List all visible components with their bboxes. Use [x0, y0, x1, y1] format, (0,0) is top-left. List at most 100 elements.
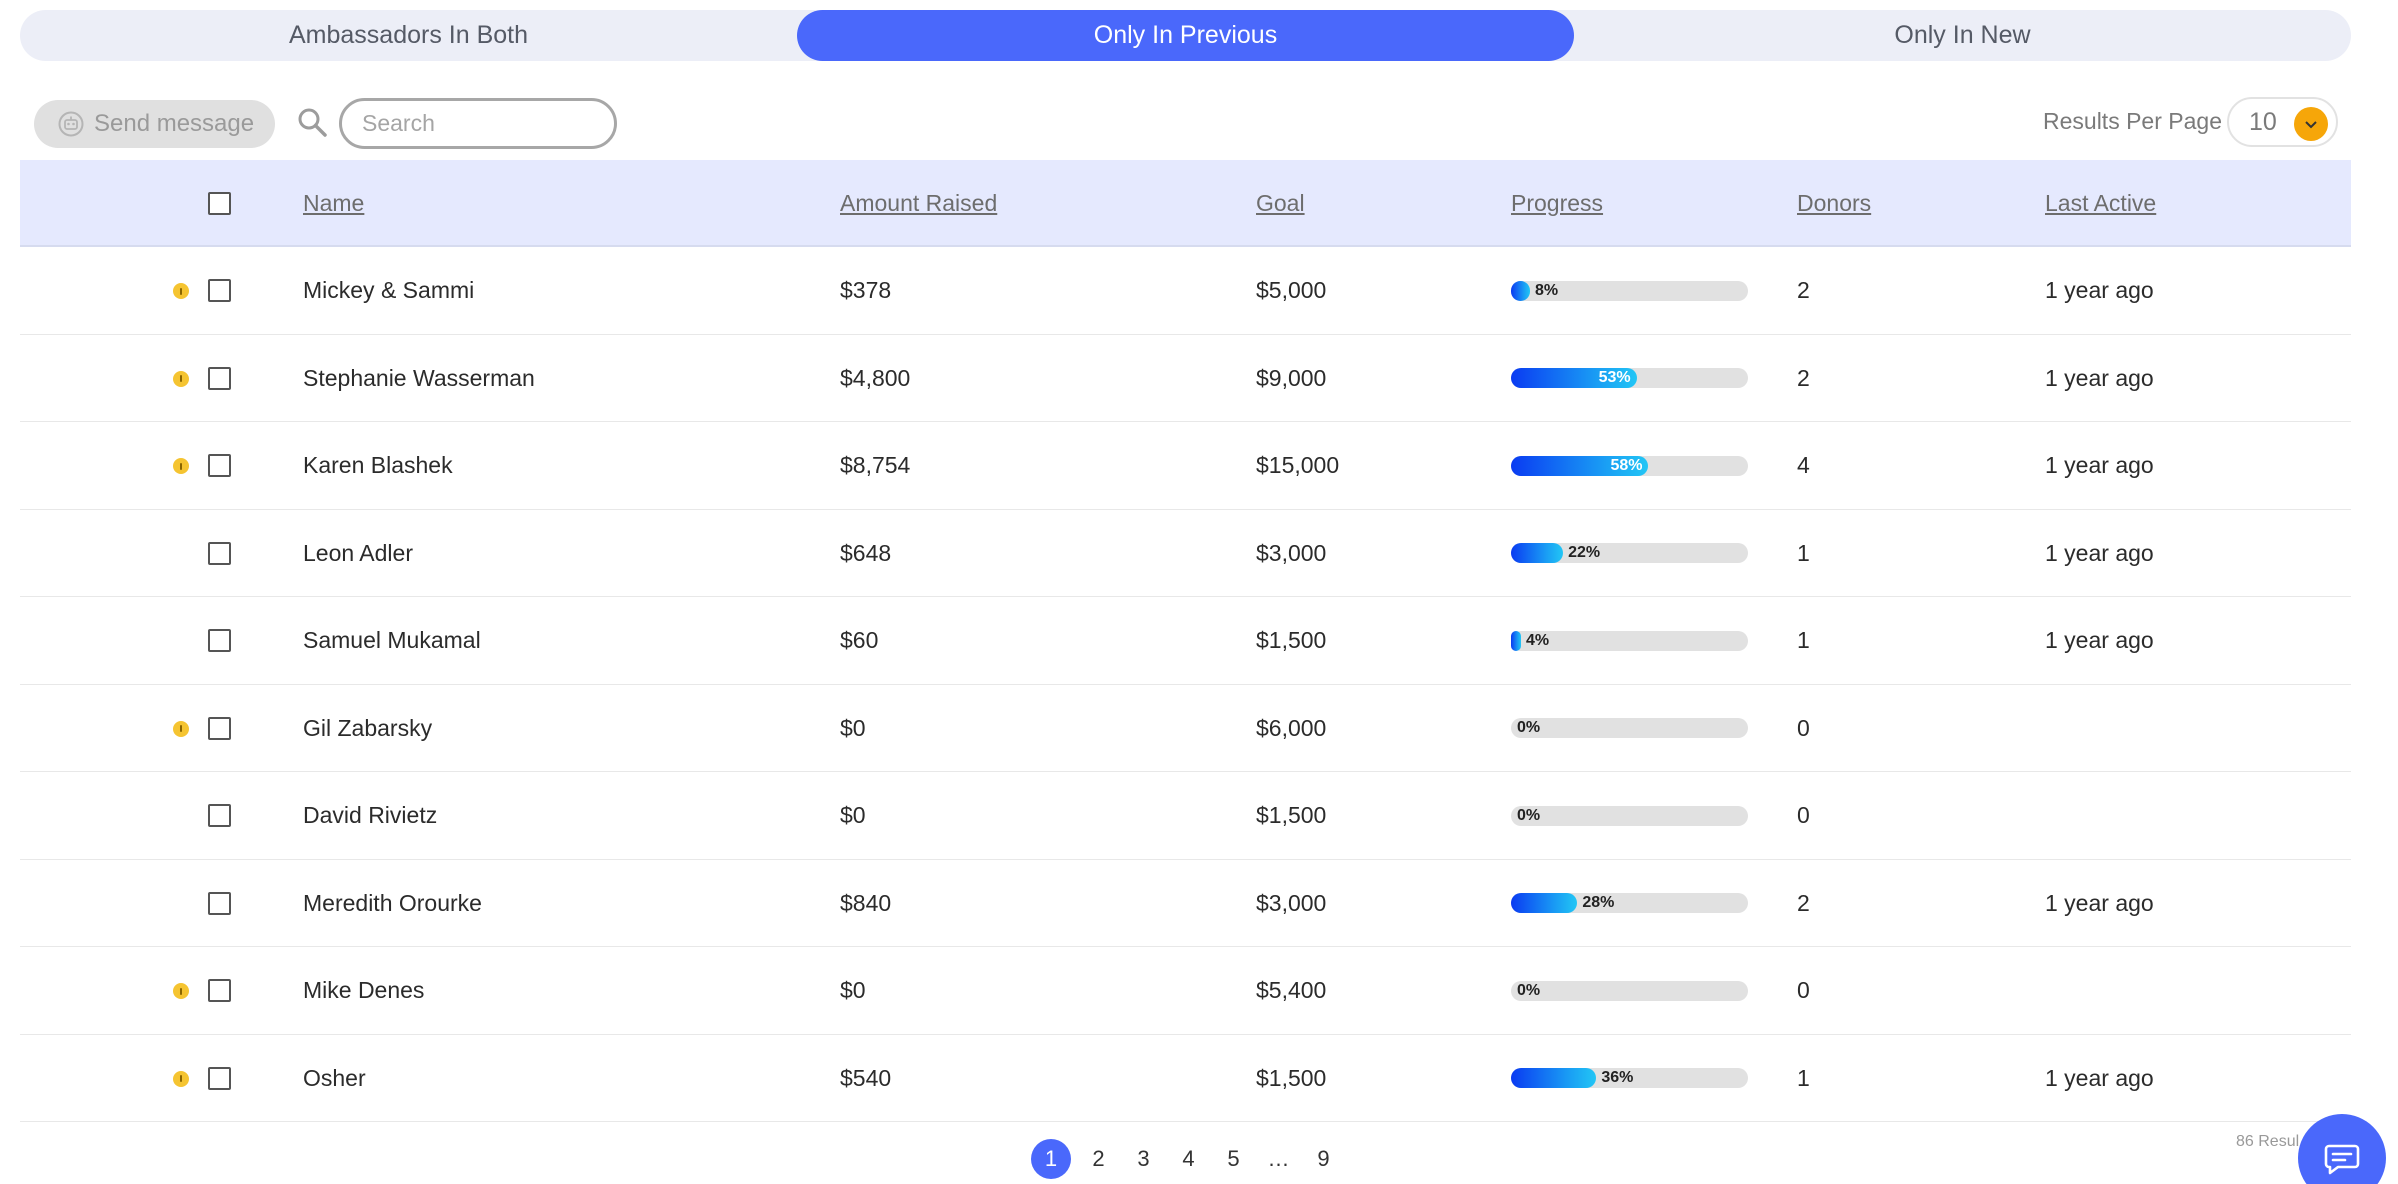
- table-row[interactable]: Samuel Mukamal $60 $1,500 4% 1 1 year ago: [20, 597, 2351, 685]
- progress-bar: 0%: [1511, 980, 1748, 1001]
- cell-name: Mickey & Sammi: [303, 277, 475, 303]
- select-all-checkbox[interactable]: [208, 192, 231, 215]
- progress-bar: 0%: [1511, 718, 1748, 738]
- column-header-name[interactable]: Name: [303, 190, 365, 216]
- page-4-button[interactable]: 4: [1182, 1146, 1195, 1171]
- row-checkbox[interactable]: [208, 979, 231, 1002]
- page-5-button[interactable]: 5: [1227, 1146, 1240, 1171]
- page-9-button[interactable]: 9: [1317, 1146, 1330, 1171]
- cell-donors: 2: [1797, 364, 1810, 391]
- progress-label: 28%: [1582, 894, 1615, 911]
- cell-name: Osher: [303, 1064, 366, 1091]
- cell-last-active: 1 year ago: [2045, 539, 2154, 566]
- cell-goal: $9,000: [1256, 364, 1327, 391]
- cell-name: Gil Zabarsky: [303, 714, 433, 741]
- cell-progress: 0%: [1511, 685, 1748, 772]
- progress-bar-fill: [1511, 543, 1564, 563]
- search-input[interactable]: [339, 98, 617, 149]
- table-row[interactable]: Karen Blashek $8,754 $15,000 58% 4 1 year a…: [20, 422, 2351, 510]
- cell-goal: $6,000: [1256, 714, 1327, 741]
- cell-amount-raised: $840: [840, 889, 892, 916]
- table-row[interactable]: Leon Adler $648 $3,000 22% 1 1 year ago: [20, 510, 2351, 597]
- column-header-goal[interactable]: Goal: [1256, 190, 1305, 216]
- column-header-progress[interactable]: Progress: [1511, 190, 1604, 216]
- page-1-button[interactable]: 1: [1031, 1139, 1071, 1179]
- tab-ambassadors-in-both[interactable]: Ambassadors In Both: [288, 21, 528, 49]
- page-3-button[interactable]: 3: [1137, 1146, 1150, 1171]
- column-header-donors[interactable]: Donors: [1797, 190, 1872, 216]
- page-2-button[interactable]: 2: [1092, 1146, 1105, 1171]
- progress-bar: 0%: [1511, 805, 1748, 826]
- cell-donors: 0: [1797, 802, 1810, 828]
- cell-goal: $1,500: [1256, 1064, 1327, 1091]
- progress-label: 22%: [1568, 544, 1601, 561]
- cell-donors: 0: [1797, 714, 1810, 741]
- cell-name: Meredith Orourke: [303, 889, 482, 916]
- progress-label: 58%: [1610, 456, 1643, 474]
- table-row[interactable]: Stephanie Wasserman $4,800 $9,000 53% 2 1 y…: [20, 335, 2351, 422]
- chat-icon: [2324, 1144, 2360, 1175]
- table-row[interactable]: Osher $540 $1,500 36% 1 1 year ago: [20, 1035, 2351, 1122]
- progress-bar-fill: [1511, 1068, 1597, 1088]
- cell-donors: 1: [1797, 627, 1810, 653]
- row-checkbox[interactable]: [208, 716, 231, 740]
- progress-label: 36%: [1601, 1069, 1634, 1086]
- cell-progress: 58%: [1511, 422, 1748, 509]
- cell-progress: 4%: [1511, 597, 1748, 684]
- search-icon[interactable]: [296, 106, 330, 140]
- ambassadors-table: Name Amount Raised Goal Progress Donors …: [20, 160, 2351, 1122]
- warning-icon: [173, 1070, 189, 1087]
- table-row[interactable]: Mike Denes $0 $5,400 0% 0: [20, 947, 2351, 1035]
- row-checkbox[interactable]: [208, 366, 231, 390]
- cell-progress: 28%: [1511, 860, 1748, 947]
- cell-donors: 2: [1797, 277, 1810, 303]
- cell-amount-raised: $378: [840, 277, 892, 303]
- cell-donors: 1: [1797, 539, 1810, 566]
- chat-button[interactable]: [2298, 1114, 2386, 1184]
- robot-icon: [58, 111, 84, 137]
- warning-icon: [173, 458, 189, 474]
- results-per-page-select[interactable]: 10: [2227, 97, 2338, 147]
- row-checkbox[interactable]: [208, 804, 231, 827]
- row-checkbox[interactable]: [208, 454, 231, 477]
- cell-last-active: 1 year ago: [2045, 364, 2154, 391]
- tab-only-in-previous[interactable]: Only In Previous: [797, 10, 1574, 61]
- table-row[interactable]: Meredith Orourke $840 $3,000 28% 2 1 year a…: [20, 860, 2351, 947]
- cell-name: Samuel Mukamal: [303, 627, 481, 653]
- warning-icon: [173, 983, 189, 999]
- cell-progress: 36%: [1511, 1035, 1748, 1122]
- column-header-amount-raised[interactable]: Amount Raised: [840, 190, 998, 216]
- cell-goal: $15,000: [1256, 452, 1340, 478]
- chevron-down-icon[interactable]: [2294, 107, 2328, 141]
- row-checkbox[interactable]: [208, 541, 231, 565]
- table-row[interactable]: Gil Zabarsky $0 $6,000 0% 0: [20, 685, 2351, 772]
- progress-label: 8%: [1534, 281, 1559, 299]
- cell-amount-raised: $0: [840, 977, 866, 1003]
- column-header-last-active[interactable]: Last Active: [2045, 190, 2157, 216]
- results-per-page-label: Results Per Page: [2043, 108, 2222, 134]
- progress-label: 0%: [1517, 806, 1541, 824]
- cell-goal: $1,500: [1256, 802, 1327, 828]
- table-row[interactable]: Mickey & Sammi $378 $5,000 8% 2 1 year ago: [20, 247, 2351, 335]
- cell-progress: 53%: [1511, 335, 1748, 422]
- row-checkbox[interactable]: [208, 279, 231, 302]
- cell-amount-raised: $4,800: [840, 364, 911, 391]
- row-checkbox[interactable]: [208, 1066, 231, 1090]
- cell-name: Stephanie Wasserman: [303, 364, 535, 391]
- row-checkbox[interactable]: [208, 891, 231, 915]
- progress-label: 0%: [1517, 719, 1541, 736]
- send-message-button[interactable]: Send message: [34, 100, 275, 148]
- tab-only-in-new[interactable]: Only In New: [1894, 21, 2031, 49]
- warning-icon: [173, 283, 189, 299]
- table-row[interactable]: David Rivietz $0 $1,500 0% 0: [20, 772, 2351, 860]
- progress-bar: 22%: [1511, 543, 1748, 563]
- send-message-label: Send message: [94, 110, 255, 137]
- row-checkbox[interactable]: [208, 629, 231, 652]
- progress-bar-fill: [1511, 455, 1649, 476]
- progress-bar: 4%: [1511, 630, 1748, 651]
- cell-last-active: 1 year ago: [2045, 889, 2154, 916]
- cell-last-active: 1 year ago: [2045, 627, 2154, 653]
- cell-last-active: 1 year ago: [2045, 452, 2154, 478]
- cell-goal: $1,500: [1256, 627, 1327, 653]
- cell-donors: 2: [1797, 889, 1810, 916]
